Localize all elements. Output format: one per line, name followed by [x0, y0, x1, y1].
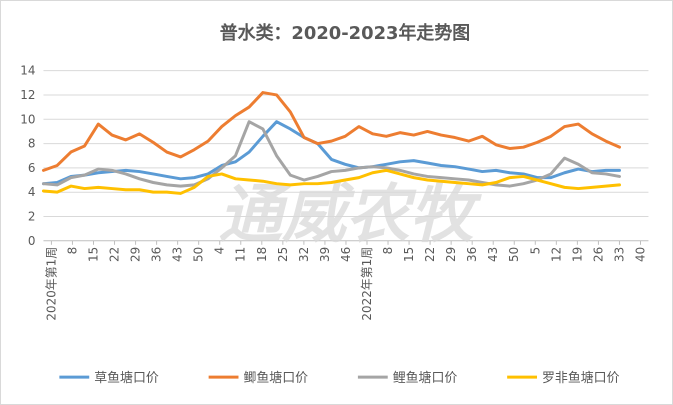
x-tick-label: 39 — [318, 247, 332, 262]
x-tick-label: 50 — [192, 247, 206, 262]
grid — [43, 70, 649, 242]
x-tick-label: 15 — [402, 247, 416, 262]
x-tick-label: 11 — [234, 247, 248, 262]
series-line — [41, 120, 621, 188]
x-tick-label: 18 — [255, 247, 269, 262]
series-layer — [41, 91, 621, 195]
x-tick-label: 15 — [86, 247, 100, 262]
x-tick-label: 4 — [213, 247, 227, 255]
y-tick-label: 4 — [28, 185, 36, 199]
x-tick-label: 33 — [612, 247, 626, 262]
x-tick-label: 32 — [297, 247, 311, 262]
x-tick-label: 12 — [549, 247, 563, 262]
x-tick-label: 19 — [570, 247, 584, 262]
y-tick-label: 0 — [28, 234, 36, 248]
x-tick-label: 40 — [633, 247, 647, 262]
x-tick-label: 8 — [381, 247, 395, 255]
x-tick-label: 2022年第1周 — [360, 247, 374, 321]
series-line — [41, 168, 621, 195]
x-tick-label: 22 — [108, 247, 122, 262]
x-tick-label: 36 — [150, 247, 164, 262]
x-tick-label: 2020年第1周 — [44, 247, 58, 321]
watermark: 通威农牧 — [219, 178, 483, 252]
x-axis: 2020年第1周 8 15 22 29 36 43 50 4 11 18 25 32 39 46 2022年第… — [44, 240, 647, 321]
legend-label: 鲫鱼塘口价 — [243, 370, 308, 386]
legend-label: 鲤鱼塘口价 — [393, 370, 458, 386]
x-tick-label: 36 — [465, 247, 479, 262]
legend: 草鱼塘口价 鲫鱼塘口价 鲤鱼塘口价 罗非鱼塘口价 — [59, 370, 620, 386]
y-tick-label: 2 — [28, 209, 36, 223]
x-tick-label: 46 — [339, 247, 353, 262]
y-axis: 0 2 4 6 8 10 12 14 — [20, 64, 35, 248]
x-tick-label: 22 — [423, 247, 437, 262]
y-tick-label: 8 — [28, 137, 36, 151]
x-tick-label: 43 — [486, 247, 500, 262]
legend-label: 罗非鱼塘口价 — [542, 370, 620, 386]
y-tick-label: 6 — [28, 161, 36, 175]
x-tick-label: 26 — [591, 247, 605, 262]
series-line — [41, 120, 621, 186]
x-tick-label: 29 — [129, 247, 143, 262]
legend-label: 草鱼塘口价 — [94, 370, 159, 386]
x-tick-label: 50 — [507, 247, 521, 262]
x-tick-label: 8 — [65, 247, 79, 255]
x-tick-label: 29 — [444, 247, 458, 262]
x-tick-label: 5 — [528, 247, 542, 255]
x-tick-label: 25 — [276, 247, 290, 262]
y-tick-label: 12 — [20, 88, 35, 102]
series-line — [41, 91, 621, 172]
y-tick-label: 10 — [20, 112, 35, 126]
y-tick-label: 14 — [20, 64, 35, 78]
chart-title: 普水类：2020-2023年走势图 — [220, 22, 470, 44]
x-tick-label: 43 — [171, 247, 185, 262]
